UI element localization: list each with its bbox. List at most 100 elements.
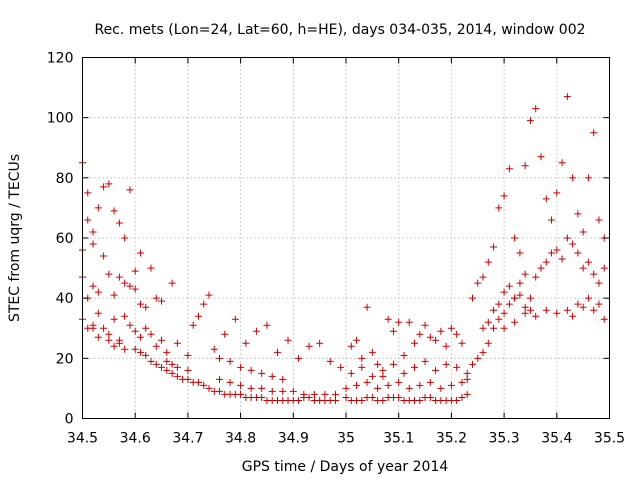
data-point bbox=[421, 357, 429, 365]
data-point bbox=[94, 333, 102, 341]
data-point bbox=[205, 291, 213, 299]
data-point bbox=[416, 330, 424, 338]
x-tick-label: 35.4 bbox=[541, 431, 572, 447]
data-point bbox=[89, 240, 97, 248]
data-point bbox=[279, 387, 287, 395]
data-point bbox=[237, 390, 245, 398]
data-point bbox=[574, 210, 582, 218]
data-point bbox=[442, 360, 450, 368]
data-point bbox=[500, 192, 508, 200]
data-point bbox=[258, 393, 266, 401]
data-point bbox=[490, 243, 498, 251]
data-point bbox=[495, 204, 503, 212]
y-tick-label: 80 bbox=[56, 171, 74, 187]
data-point bbox=[584, 174, 592, 182]
data-point bbox=[479, 324, 487, 332]
data-point bbox=[358, 396, 366, 404]
data-point bbox=[384, 315, 392, 323]
data-point bbox=[331, 396, 339, 404]
data-point bbox=[521, 270, 529, 278]
data-point bbox=[511, 234, 519, 242]
data-point bbox=[279, 375, 287, 383]
data-point bbox=[194, 312, 202, 320]
data-point bbox=[184, 351, 192, 359]
data-point bbox=[247, 384, 255, 392]
data-point bbox=[226, 378, 234, 386]
data-point bbox=[84, 189, 92, 197]
data-point bbox=[168, 369, 176, 377]
data-point bbox=[600, 315, 608, 323]
data-point bbox=[379, 366, 387, 374]
data-point bbox=[542, 258, 550, 266]
data-point bbox=[247, 366, 255, 374]
data-point bbox=[347, 342, 355, 350]
data-point bbox=[368, 393, 376, 401]
data-point bbox=[258, 369, 266, 377]
data-point bbox=[421, 321, 429, 329]
data-point bbox=[168, 360, 176, 368]
data-point bbox=[479, 273, 487, 281]
data-point bbox=[584, 294, 592, 302]
data-point bbox=[305, 342, 313, 350]
data-point bbox=[358, 363, 366, 371]
data-point bbox=[200, 300, 208, 308]
data-point bbox=[484, 339, 492, 347]
data-point bbox=[447, 381, 455, 389]
data-point bbox=[131, 267, 139, 275]
data-point bbox=[226, 357, 234, 365]
data-point bbox=[89, 228, 97, 236]
data-point bbox=[110, 315, 118, 323]
data-point bbox=[447, 324, 455, 332]
data-point bbox=[194, 378, 202, 386]
data-point bbox=[458, 378, 466, 386]
data-point bbox=[368, 372, 376, 380]
data-point bbox=[173, 339, 181, 347]
data-point bbox=[516, 291, 524, 299]
data-point bbox=[590, 129, 598, 137]
data-point bbox=[147, 357, 155, 365]
data-point bbox=[121, 234, 129, 242]
data-point bbox=[221, 330, 229, 338]
data-point bbox=[358, 354, 366, 362]
data-point bbox=[100, 324, 108, 332]
grid bbox=[82, 57, 610, 419]
data-point bbox=[115, 273, 123, 281]
data-point bbox=[511, 318, 519, 326]
data-point bbox=[121, 312, 129, 320]
data-point bbox=[405, 318, 413, 326]
data-point bbox=[400, 369, 408, 377]
data-point bbox=[105, 180, 113, 188]
data-point bbox=[453, 363, 461, 371]
data-point bbox=[152, 294, 160, 302]
data-point bbox=[490, 324, 498, 332]
data-point bbox=[400, 351, 408, 359]
data-point bbox=[126, 321, 134, 329]
data-point bbox=[411, 363, 419, 371]
data-point bbox=[337, 363, 345, 371]
data-point bbox=[548, 216, 556, 224]
data-point bbox=[553, 189, 561, 197]
data-point bbox=[374, 360, 382, 368]
data-point bbox=[521, 303, 529, 311]
data-point bbox=[158, 363, 166, 371]
data-point bbox=[121, 345, 129, 353]
data-point bbox=[426, 333, 434, 341]
data-point bbox=[89, 282, 97, 290]
data-point bbox=[553, 309, 561, 317]
data-point bbox=[453, 396, 461, 404]
data-point bbox=[363, 378, 371, 386]
data-point bbox=[537, 153, 545, 161]
data-point bbox=[432, 336, 440, 344]
data-point bbox=[463, 369, 471, 377]
data-point bbox=[258, 384, 266, 392]
x-tick-label: 35.5 bbox=[594, 431, 625, 447]
data-point bbox=[163, 357, 171, 365]
data-point bbox=[147, 330, 155, 338]
data-point bbox=[121, 279, 129, 287]
data-point bbox=[305, 393, 313, 401]
data-point bbox=[500, 324, 508, 332]
data-point bbox=[579, 303, 587, 311]
data-point bbox=[463, 390, 471, 398]
data-point bbox=[458, 339, 466, 347]
y-tick-label: 100 bbox=[47, 111, 74, 127]
